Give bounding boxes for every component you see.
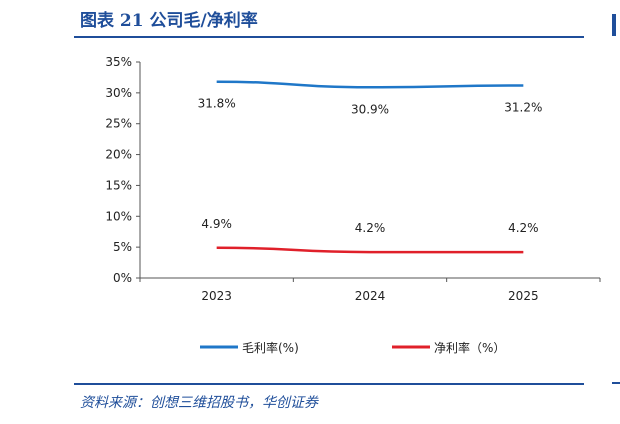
- series-line-1: [216, 246, 524, 254]
- line-chart: 0% 5% 10% 15% 20% 25% 30% 35% 2023 2024 2025 31.8%…: [105, 55, 601, 355]
- y-tick-label: 5%: [113, 240, 132, 254]
- x-tick-label: 2025: [508, 289, 539, 303]
- adjacent-figure-edge-rule: [612, 382, 620, 384]
- y-tick-label: 30%: [105, 86, 132, 100]
- figure-title: 图表 21 公司毛/净利率: [80, 11, 258, 31]
- x-tick-label: 2024: [355, 289, 386, 303]
- data-label: 4.9%: [201, 217, 232, 231]
- data-label: 31.8%: [198, 97, 236, 111]
- data-label: 4.2%: [355, 221, 386, 235]
- chart-marks: 31.8% 30.9% 31.2% 4.9% 4.2% 4.2%: [198, 80, 542, 254]
- y-tick-label: 20%: [105, 148, 132, 162]
- series-line-0: [216, 80, 524, 89]
- title-divider: [74, 36, 584, 38]
- data-label: 31.2%: [504, 100, 542, 114]
- y-tick-label: 0%: [113, 271, 132, 285]
- y-tick-label: 35%: [105, 55, 132, 69]
- legend-label-1: 净利率（%）: [434, 340, 505, 355]
- footer-divider: [74, 383, 584, 385]
- source-note: 资料来源：创想三维招股书，华创证券: [80, 395, 318, 411]
- y-tick-label: 15%: [105, 178, 132, 192]
- adjacent-figure-edge: [612, 14, 616, 36]
- data-label: 4.2%: [508, 221, 539, 235]
- y-tick-label: 25%: [105, 117, 132, 131]
- data-label: 30.9%: [351, 102, 389, 116]
- x-tick-label: 2023: [201, 289, 232, 303]
- chart-legend: 毛利率(%) 净利率（%）: [200, 340, 505, 355]
- chart-axes: 0% 5% 10% 15% 20% 25% 30% 35% 2023 2024 2025: [105, 55, 601, 303]
- legend-label-0: 毛利率(%): [242, 340, 299, 355]
- y-tick-label: 10%: [105, 209, 132, 223]
